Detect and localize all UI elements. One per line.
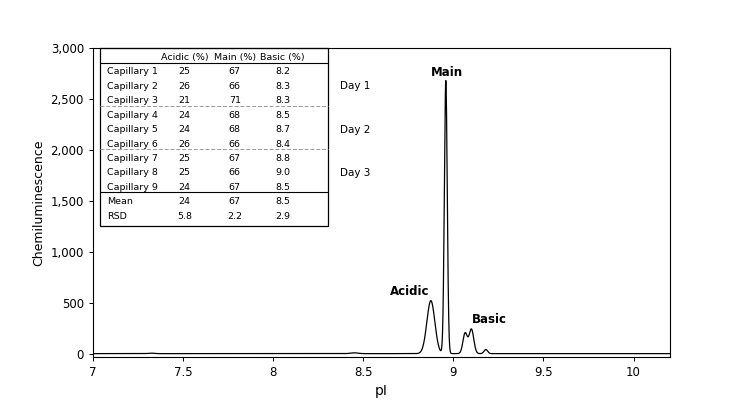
Text: 8.2: 8.2	[275, 67, 290, 77]
Text: 2.9: 2.9	[275, 212, 290, 221]
Text: 8.5: 8.5	[275, 183, 290, 192]
Text: 9.0: 9.0	[275, 168, 290, 178]
Text: 8.3: 8.3	[275, 96, 290, 105]
Text: Capillary 9: Capillary 9	[107, 183, 158, 192]
Text: 24: 24	[179, 111, 190, 120]
Text: 8.8: 8.8	[275, 154, 290, 163]
Text: Capillary 8: Capillary 8	[107, 168, 158, 178]
Text: Capillary 6: Capillary 6	[107, 140, 158, 149]
Text: Capillary 1: Capillary 1	[107, 67, 158, 77]
Text: RSD: RSD	[107, 212, 127, 221]
Text: 21: 21	[179, 96, 190, 105]
Text: 24: 24	[179, 183, 190, 192]
Text: 67: 67	[229, 67, 241, 77]
Text: Acidic: Acidic	[390, 285, 429, 298]
Text: Main: Main	[431, 66, 463, 79]
Text: Capillary 4: Capillary 4	[107, 111, 158, 120]
Text: 71: 71	[229, 96, 241, 105]
Text: Capillary 2: Capillary 2	[107, 82, 158, 91]
Text: 5.8: 5.8	[177, 212, 192, 221]
Text: 66: 66	[229, 82, 241, 91]
Text: 25: 25	[179, 168, 190, 178]
Y-axis label: Chemiluminescence: Chemiluminescence	[32, 139, 45, 266]
Text: 8.5: 8.5	[275, 197, 290, 207]
Text: Day 3: Day 3	[340, 168, 370, 178]
Text: 24: 24	[179, 197, 190, 207]
Text: 66: 66	[229, 140, 241, 149]
Text: 26: 26	[179, 140, 190, 149]
Text: 8.3: 8.3	[275, 82, 290, 91]
Text: Capillary 7: Capillary 7	[107, 154, 158, 163]
Text: 25: 25	[179, 67, 190, 77]
Text: Mean: Mean	[107, 197, 133, 207]
Text: 2.2: 2.2	[228, 212, 243, 221]
Text: 24: 24	[179, 125, 190, 134]
Text: 8.7: 8.7	[275, 125, 290, 134]
Text: Basic (%): Basic (%)	[260, 53, 305, 62]
Text: 68: 68	[229, 125, 241, 134]
Text: Day 2: Day 2	[340, 125, 370, 135]
Text: Acidic (%): Acidic (%)	[161, 53, 208, 62]
Text: 67: 67	[229, 197, 241, 207]
Text: Main (%): Main (%)	[214, 53, 256, 62]
Text: 67: 67	[229, 154, 241, 163]
Text: Basic: Basic	[472, 313, 507, 326]
Text: Day 1: Day 1	[340, 81, 370, 91]
Text: Capillary 3: Capillary 3	[107, 96, 158, 105]
Text: 66: 66	[229, 168, 241, 178]
Text: 68: 68	[229, 111, 241, 120]
Text: 26: 26	[179, 82, 190, 91]
Text: Capillary 5: Capillary 5	[107, 125, 158, 134]
Text: 8.4: 8.4	[275, 140, 290, 149]
Text: 25: 25	[179, 154, 190, 163]
Text: 8.5: 8.5	[275, 111, 290, 120]
X-axis label: pI: pI	[375, 385, 388, 399]
Text: 67: 67	[229, 183, 241, 192]
